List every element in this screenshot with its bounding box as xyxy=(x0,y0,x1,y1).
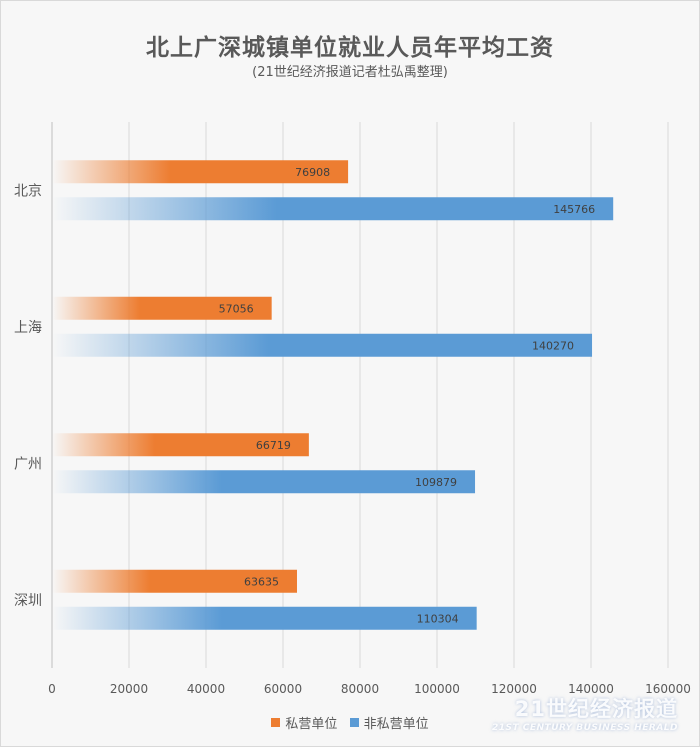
data-label-3-1: 110304 xyxy=(417,612,459,625)
x-tick-label-80000: 80000 xyxy=(341,682,379,696)
bar-1-1 xyxy=(52,333,593,357)
legend-item-nonprivate: 非私营单位 xyxy=(349,713,429,732)
legend-swatch-nonprivate xyxy=(349,718,359,727)
bar-0-0 xyxy=(52,160,349,184)
legend-label-private: 私营单位 xyxy=(285,717,338,732)
bar-2-1 xyxy=(52,470,476,494)
chart-subtitle: (21世纪经济报道记者杜弘禹整理) xyxy=(252,65,448,80)
publisher-watermark: 21世纪经济报道 21ST CENTURY BUSINESS HERALD xyxy=(492,693,678,733)
watermark-main: 21世纪经济报道 xyxy=(514,697,678,721)
data-label-2-1: 109879 xyxy=(415,476,457,489)
x-tick-label-160000: 160000 xyxy=(645,682,691,696)
category-label-2: 广州 xyxy=(14,456,42,472)
category-label-0: 北京 xyxy=(14,183,42,199)
bar-3-0 xyxy=(52,569,297,593)
legend-item-private: 私营单位 xyxy=(271,713,337,732)
category-label-3: 深圳 xyxy=(14,593,42,609)
legend: 私营单位 非私营单位 xyxy=(0,713,700,732)
x-tick-label-100000: 100000 xyxy=(414,682,460,696)
x-tick-label-40000: 40000 xyxy=(187,682,225,696)
data-label-1-1: 140270 xyxy=(532,339,574,352)
bar-2-0 xyxy=(52,433,309,457)
axes: 0 20000 40000 60000 80000 100000 120000 140000 1… xyxy=(14,122,691,696)
data-label-3-0: 63635 xyxy=(244,575,279,588)
bar-3-1 xyxy=(52,606,477,630)
bar-1-0 xyxy=(52,296,272,320)
legend-swatch-private xyxy=(271,718,281,727)
x-tick-label-0: 0 xyxy=(48,682,56,696)
category-label-1: 上海 xyxy=(14,320,42,336)
data-label-1-0: 57056 xyxy=(219,302,254,315)
x-tick-label-120000: 120000 xyxy=(491,682,537,696)
chart-title: 北上广深城镇单位就业人员年平均工资 xyxy=(146,34,554,61)
legend-label-nonprivate: 非私营单位 xyxy=(363,717,429,732)
watermark-sub: 21ST CENTURY BUSINESS HERALD xyxy=(491,723,678,733)
data-label-0-0: 76908 xyxy=(295,166,330,179)
x-tick-label-20000: 20000 xyxy=(110,682,148,696)
x-tick-label-60000: 60000 xyxy=(264,682,302,696)
bar-0-1 xyxy=(52,197,614,221)
data-label-0-1: 145766 xyxy=(553,203,595,216)
bars: 76908 145766 57056 140270 66719 109879 63635 11… xyxy=(52,160,614,630)
x-tick-label-140000: 140000 xyxy=(568,682,614,696)
data-label-2-0: 66719 xyxy=(256,439,291,452)
